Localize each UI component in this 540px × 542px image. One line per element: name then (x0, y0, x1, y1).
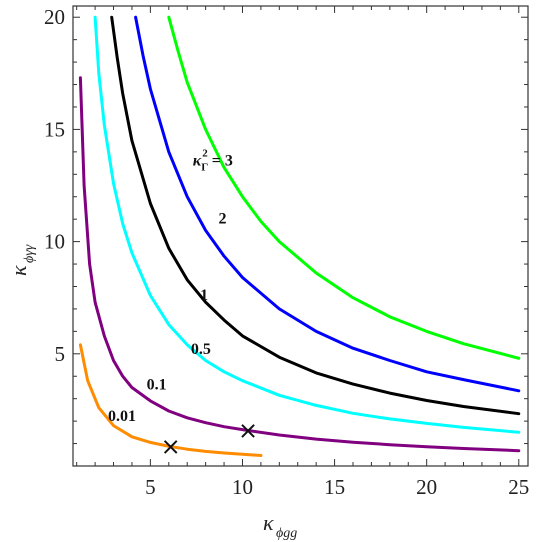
label-0.5: 0.5 (191, 341, 211, 358)
y-axis-symbol: κ (6, 265, 31, 276)
x-axis-title: κ ϕgg (263, 510, 297, 541)
kappa-symbol: κ (193, 152, 202, 169)
y-tick-label: 5 (55, 342, 66, 366)
y-tick-label: 10 (44, 230, 65, 254)
cross-marker-2: × (238, 417, 258, 445)
x-axis-symbol: κ (263, 510, 274, 535)
x-tick-label: 5 (145, 475, 156, 499)
x-tick-label: 10 (232, 475, 253, 499)
x-tick-label: 20 (416, 475, 437, 499)
series-line-23 (167, 15, 521, 360)
marker-layer: ×× (161, 417, 258, 461)
x-tick-label: 15 (324, 475, 345, 499)
label-1: 1 (200, 287, 208, 304)
x-axis-subscript: ϕgg (276, 526, 297, 541)
series-line-2 (134, 15, 521, 393)
label-0.01: 0.01 (108, 408, 136, 425)
square-superscript: 2 (202, 147, 208, 159)
x-tick-label: 25 (508, 475, 529, 499)
axis-ticks: 5 10 15 20 25 5 10 15 20 (44, 5, 529, 499)
series-line-1 (110, 15, 521, 416)
cross-marker-1: × (161, 432, 181, 460)
y-axis-subscript: ϕγγ (22, 244, 37, 263)
equals-value: = 3 (208, 152, 233, 169)
plot-frame (72, 5, 529, 467)
y-tick-label: 15 (44, 117, 65, 141)
series-line-0-5 (93, 15, 521, 434)
gamma-subscript: Γ (201, 161, 208, 173)
y-tick-label: 20 (44, 5, 65, 29)
label-3: κΓ 2 = 3 (193, 147, 233, 173)
series-line-0-01 (78, 343, 263, 457)
series-layer (78, 15, 521, 457)
label-0.1: 0.1 (147, 377, 167, 394)
series-line-0-1 (78, 76, 521, 453)
label-2: 2 (219, 211, 227, 228)
y-axis-title: κ ϕγγ (6, 244, 37, 276)
